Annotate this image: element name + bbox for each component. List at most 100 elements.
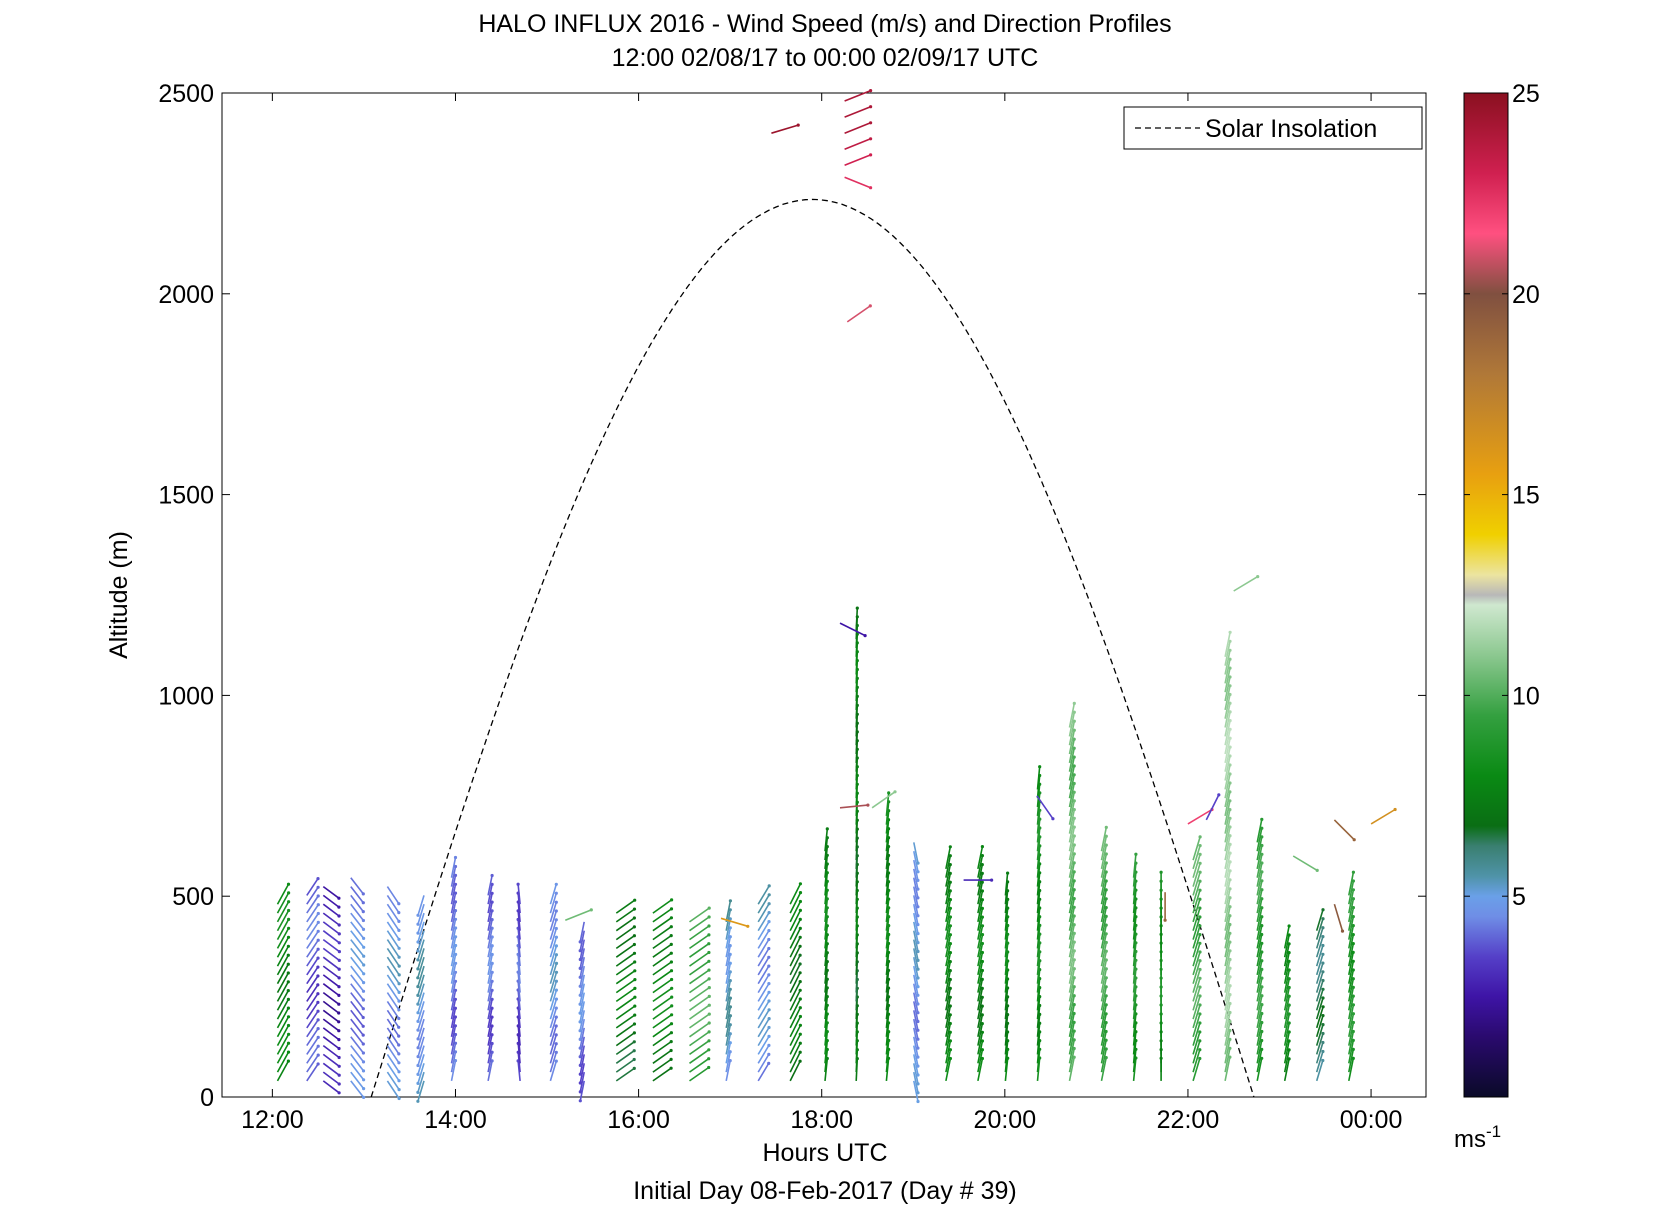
wind-vector (1132, 1022, 1137, 1046)
wind-vector (1068, 739, 1075, 764)
wind-vector-head (1198, 1012, 1202, 1016)
wind-vector-head (767, 929, 771, 933)
wind-vector (1036, 916, 1041, 940)
wind-vector (1004, 951, 1009, 975)
wind-vector (913, 1018, 919, 1040)
wind-vector-head (416, 976, 420, 980)
wind-vector (1100, 862, 1108, 887)
wind-vector (1068, 977, 1075, 1002)
wind-vector (945, 997, 952, 1020)
wind-vector (1132, 854, 1137, 878)
wind-vector (757, 912, 770, 932)
wind-vector (322, 903, 340, 917)
wind-vector-head (361, 1060, 366, 1064)
wind-vector (789, 981, 801, 1002)
wind-vector (789, 1016, 802, 1038)
wind-vector (1224, 773, 1231, 799)
wind-vector (322, 921, 340, 935)
wind-vector (885, 916, 890, 940)
wind-vector-head (578, 1090, 582, 1094)
wind-vector-head (869, 186, 873, 190)
wind-vector-head (1072, 843, 1076, 847)
wind-vector-head (1072, 879, 1076, 883)
wind-vector (386, 886, 400, 905)
wind-vector-head (337, 985, 341, 989)
wind-vector (322, 965, 340, 979)
wind-vector (417, 939, 425, 961)
wind-vector (689, 1066, 710, 1082)
wind-vector (549, 980, 558, 1002)
wind-vector-head (397, 946, 401, 950)
wind-vector (689, 986, 710, 1003)
wind-vector (977, 997, 984, 1020)
wind-vector (306, 1036, 319, 1055)
wind-vector-head (825, 827, 829, 831)
wind-vector (1100, 995, 1107, 1020)
wind-vector (386, 1053, 400, 1073)
wind-vector (757, 1027, 770, 1047)
wind-vector-head (1260, 1020, 1264, 1025)
wind-vector-head (980, 950, 985, 955)
wind-vector (1256, 828, 1263, 852)
wind-vector (689, 925, 710, 941)
wind-vector-head (416, 1028, 420, 1032)
wind-vector (450, 857, 457, 878)
colorbar-tick-label: 25 (1512, 80, 1540, 108)
wind-vector-head (316, 894, 320, 898)
wind-vector (1224, 676, 1231, 702)
wind-vector-head (916, 967, 920, 971)
wind-vector (276, 945, 290, 967)
wind-vector-head (767, 1043, 771, 1047)
wind-vector (945, 934, 952, 958)
wind-vector (1068, 995, 1075, 1020)
wind-vector-head (554, 1015, 558, 1019)
wind-vector (322, 1009, 340, 1023)
wind-vector-head (1321, 1031, 1325, 1036)
wind-vector (487, 1043, 493, 1064)
wind-vector-head (397, 1079, 401, 1083)
wind-vector (1224, 852, 1231, 878)
wind-vector-head (767, 893, 771, 897)
wind-vector (1348, 1013, 1355, 1037)
wind-vector (1068, 1030, 1075, 1055)
wind-vector (350, 912, 365, 930)
wind-vector (549, 945, 558, 967)
wind-vector-head (980, 924, 985, 928)
wind-vector-head (316, 1027, 320, 1031)
wind-vector-head (1321, 917, 1325, 921)
wind-vector-head (707, 1065, 711, 1070)
wind-vector-head (869, 153, 873, 157)
wind-vector-head (916, 1082, 920, 1086)
wind-vector (1315, 1051, 1324, 1073)
wind-vector-head (286, 882, 291, 886)
wind-vector-head (316, 992, 320, 996)
wind-vector-head (767, 955, 771, 959)
wind-vector-head (1321, 908, 1325, 912)
wind-vector (1132, 986, 1137, 1011)
wind-vector (885, 828, 890, 852)
wind-vector (549, 892, 558, 914)
wind-vector-head (1072, 994, 1076, 998)
wind-vector-head (1228, 1010, 1232, 1015)
wind-vector (386, 1062, 400, 1082)
wind-vector-head (361, 1042, 365, 1046)
wind-vector-head (633, 969, 637, 973)
wind-vector (1068, 1013, 1075, 1037)
wind-vector (1100, 959, 1108, 984)
wind-vector (615, 996, 636, 1011)
wind-vector-head (1072, 728, 1076, 732)
wind-vector (549, 998, 558, 1020)
wind-vector (885, 872, 890, 896)
wind-vector (1036, 942, 1041, 967)
wind-vector (1036, 925, 1041, 949)
wind-vector (450, 972, 457, 993)
wind-vector (945, 855, 952, 878)
wind-vector (689, 907, 710, 923)
wind-vector (913, 1071, 919, 1093)
wind-vector-head (397, 1088, 401, 1092)
wind-vector (450, 1051, 457, 1073)
wind-vector (757, 894, 770, 914)
chart-subtitle: 12:00 02/08/17 to 00:00 02/09/17 UTC (612, 44, 1039, 72)
wind-vector-head (1228, 1037, 1232, 1041)
wind-vector (386, 1000, 400, 1019)
